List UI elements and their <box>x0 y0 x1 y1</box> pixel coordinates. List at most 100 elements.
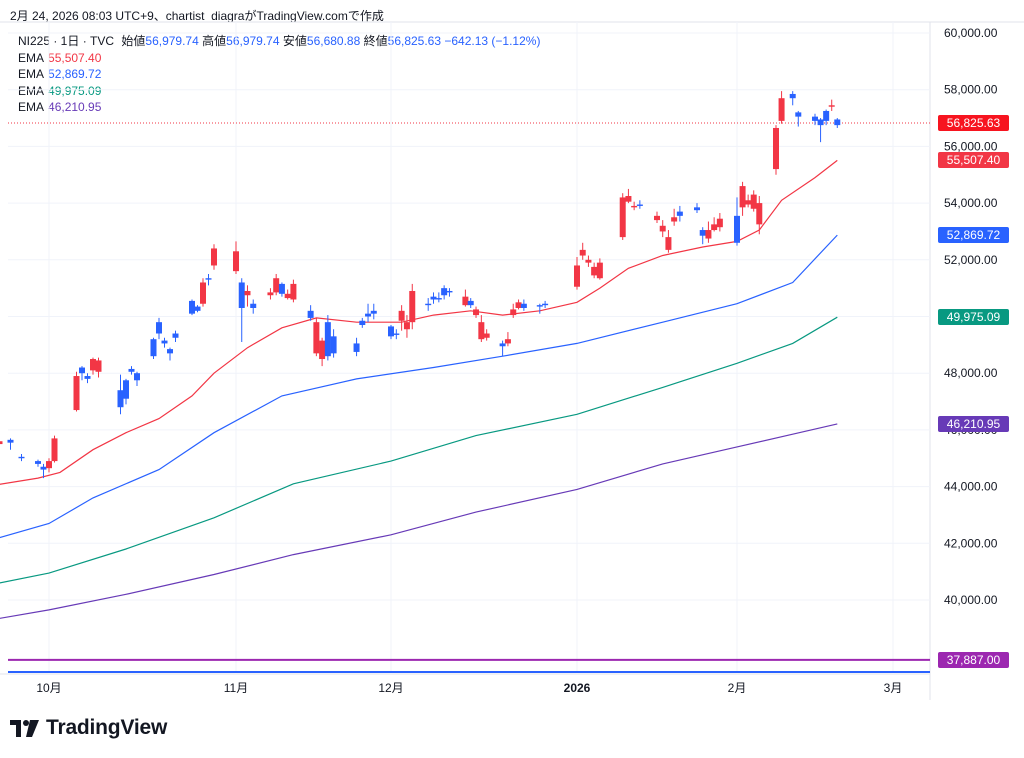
legend-ohlc-row[interactable]: NI225 · 1日 · TVC 始値56,979.74 高値56,979.74… <box>18 33 540 50</box>
candle[interactable] <box>123 378 129 405</box>
candle[interactable] <box>665 230 672 253</box>
candle[interactable] <box>654 211 660 223</box>
candle[interactable] <box>467 298 474 308</box>
candle[interactable] <box>403 315 410 338</box>
legend-ema-row-3[interactable]: EMA 49,975.09 <box>18 83 540 100</box>
candle[interactable] <box>446 288 453 297</box>
candle[interactable] <box>307 305 314 321</box>
candle[interactable] <box>795 110 802 127</box>
candle[interactable] <box>473 306 480 318</box>
candle[interactable] <box>716 213 723 232</box>
candle[interactable] <box>705 221 712 243</box>
candle[interactable] <box>370 303 377 320</box>
candle[interactable] <box>478 315 485 343</box>
candle[interactable] <box>200 278 206 307</box>
candle[interactable] <box>95 357 102 378</box>
candle[interactable] <box>574 256 580 290</box>
candle[interactable] <box>750 190 757 212</box>
candle[interactable] <box>150 337 157 360</box>
candle[interactable] <box>194 305 201 313</box>
candle[interactable] <box>510 303 517 318</box>
candle[interactable] <box>18 453 25 462</box>
candle[interactable] <box>161 337 168 348</box>
candle[interactable] <box>319 337 326 367</box>
candle[interactable] <box>499 340 506 357</box>
candle[interactable] <box>585 255 592 267</box>
candle[interactable] <box>739 181 746 216</box>
candle[interactable] <box>205 273 212 286</box>
candle[interactable] <box>90 357 96 375</box>
candle[interactable] <box>79 366 85 381</box>
candle[interactable] <box>625 188 632 204</box>
candle[interactable] <box>128 366 135 375</box>
candle[interactable] <box>812 113 818 126</box>
candle[interactable] <box>441 285 448 300</box>
candle[interactable] <box>84 373 91 384</box>
candle[interactable] <box>388 325 394 340</box>
candle[interactable] <box>817 118 824 143</box>
candle[interactable] <box>238 278 245 343</box>
candle[interactable] <box>591 262 598 279</box>
candle[interactable] <box>313 317 320 357</box>
candle[interactable] <box>542 300 549 308</box>
candle[interactable] <box>834 118 841 128</box>
candle[interactable] <box>711 217 718 232</box>
candle[interactable] <box>278 282 285 297</box>
candle[interactable] <box>504 332 511 347</box>
candle[interactable] <box>579 242 586 260</box>
candle[interactable] <box>398 305 405 331</box>
candle[interactable] <box>284 289 291 300</box>
candle[interactable] <box>267 288 274 300</box>
candle[interactable] <box>40 463 47 479</box>
candle[interactable] <box>211 244 217 270</box>
price-chart[interactable]: 60,000.00 58,000.00 56,000.00 54,000.00 52,0… <box>0 0 1024 700</box>
legend-ema-row-4[interactable]: EMA 46,210.95 <box>18 99 540 116</box>
candle[interactable] <box>756 196 763 235</box>
candle[interactable] <box>430 292 437 304</box>
candle[interactable] <box>233 241 239 274</box>
candle[interactable] <box>189 299 195 316</box>
candle[interactable] <box>536 303 543 314</box>
candle[interactable] <box>789 91 796 106</box>
candle[interactable] <box>778 91 785 124</box>
candle[interactable] <box>425 298 432 311</box>
candle[interactable] <box>596 258 603 280</box>
candle[interactable] <box>172 330 179 343</box>
candle[interactable] <box>7 438 14 450</box>
candle[interactable] <box>520 299 527 311</box>
candle[interactable] <box>35 459 41 467</box>
candle[interactable] <box>273 273 280 296</box>
legend-ema-row-1[interactable]: EMA 55,507.40 <box>18 50 540 67</box>
candle[interactable] <box>117 374 124 415</box>
candle[interactable] <box>636 200 643 209</box>
candle[interactable] <box>250 299 257 314</box>
candle[interactable] <box>134 371 140 386</box>
legend-ema-row-2[interactable]: EMA 52,869.72 <box>18 66 540 83</box>
candle[interactable] <box>699 227 706 245</box>
candle[interactable] <box>462 289 469 307</box>
candle[interactable] <box>46 458 52 473</box>
candle[interactable] <box>773 125 779 175</box>
candle[interactable] <box>359 317 366 328</box>
candle[interactable] <box>167 347 173 361</box>
candle[interactable] <box>694 203 700 214</box>
candle[interactable] <box>409 283 416 330</box>
candle[interactable] <box>619 193 626 240</box>
candle[interactable] <box>365 303 372 323</box>
candle[interactable] <box>745 194 752 208</box>
candle[interactable] <box>483 329 490 341</box>
candle[interactable] <box>156 317 162 340</box>
candle[interactable] <box>393 329 400 340</box>
candle[interactable] <box>435 292 442 303</box>
candle[interactable] <box>330 329 337 358</box>
tradingview-logo[interactable]: TradingView <box>10 716 167 740</box>
candle[interactable] <box>0 438 3 448</box>
candle[interactable] <box>659 220 666 238</box>
candle[interactable] <box>631 201 638 211</box>
candle[interactable] <box>515 299 522 310</box>
candle[interactable] <box>671 208 678 226</box>
candle[interactable] <box>244 285 251 307</box>
candle[interactable] <box>51 435 58 463</box>
candle[interactable] <box>353 337 360 357</box>
candle[interactable] <box>73 371 80 412</box>
